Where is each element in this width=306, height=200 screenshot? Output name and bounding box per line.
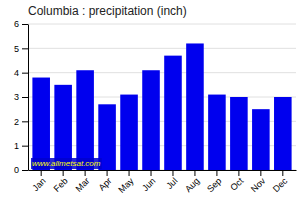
x-tick: Aug (183, 170, 201, 194)
bar (186, 43, 204, 170)
x-tick: Mar (74, 170, 92, 194)
bar (32, 78, 50, 170)
x-tick: Jun (140, 170, 157, 193)
y-tick-mark (22, 73, 28, 74)
x-tick: Dec (271, 170, 290, 194)
grid-line (28, 48, 296, 49)
y-tick-label: 3 (14, 92, 19, 102)
bar (274, 97, 292, 170)
x-tick-label: Nov (249, 175, 268, 194)
grid (28, 24, 296, 170)
x-tick-label: Sep (205, 176, 223, 194)
chart-svg: Jan FebMar AprMay Jun Jul AugSep OctNovDec 0 1 2 3… (0, 0, 306, 200)
x-tick-label: Jan (30, 176, 47, 193)
grid-line (28, 72, 296, 73)
y-tick-label: 4 (14, 68, 19, 78)
title: Columbia : precipitation (inch) (28, 4, 187, 18)
x-tick-label: Apr (97, 176, 114, 193)
x-tick-mark (216, 170, 217, 176)
bar (252, 109, 270, 170)
chart-container: Jan FebMar AprMay Jun Jul AugSep OctNovDec 0 1 2 3… (0, 0, 306, 200)
x-tick-mark (194, 170, 195, 176)
y-tick-mark (22, 48, 28, 49)
y-tick: 0 (14, 165, 28, 175)
bar (54, 85, 72, 170)
y-tick: 5 (14, 44, 28, 54)
x-tick-mark (107, 170, 108, 176)
y-tick-mark (22, 97, 28, 98)
y-tick-mark (22, 170, 28, 171)
y-tick: 4 (14, 68, 28, 78)
y-tick-label: 2 (14, 117, 19, 127)
y-tick-label: 5 (14, 44, 19, 54)
x-tick-label: Feb (52, 176, 70, 194)
x-tick-label: Dec (271, 175, 290, 194)
x-tick: Oct (228, 170, 245, 193)
x-tick: Jul (164, 170, 179, 191)
x-tick-label: Mar (74, 176, 92, 194)
y-axis-line (28, 25, 29, 171)
y-tick-mark (22, 24, 28, 25)
bar (142, 70, 160, 170)
watermark-bg (31, 158, 102, 169)
x-tick-mark (260, 170, 261, 176)
y-tick-label: 1 (14, 141, 19, 151)
y-tick-label: 0 (14, 165, 19, 175)
x-tick-label: Jun (140, 176, 157, 193)
bar (120, 95, 138, 170)
x-tick: Sep (205, 170, 223, 194)
bar (164, 56, 182, 170)
y-axis: 0 1 2 3 4 5 6 (14, 19, 29, 175)
x-tick-mark (63, 170, 64, 176)
x-tick-mark (238, 170, 239, 176)
y-tick: 2 (14, 117, 28, 127)
x-tick: Apr (97, 170, 114, 193)
x-tick-mark (172, 170, 173, 176)
x-tick-mark (282, 170, 283, 176)
x-tick-mark (41, 170, 42, 176)
y-tick-label: 6 (14, 19, 19, 29)
watermark: www.allmetsat.com (31, 158, 102, 169)
y-tick: 3 (14, 92, 28, 102)
bar (230, 97, 248, 170)
y-tick-mark (22, 121, 28, 122)
plot-area: Jan FebMar AprMay Jun Jul AugSep OctNovDec 0 1 2 3… (14, 19, 297, 195)
y-tick: 6 (14, 19, 28, 29)
bar (208, 95, 226, 170)
x-tick: May (116, 170, 135, 195)
x-tick: Jan (30, 170, 47, 193)
x-tick-label: Oct (228, 175, 245, 192)
x-tick-mark (85, 170, 86, 176)
x-tick-mark (129, 170, 130, 176)
x-tick-label: Jul (164, 176, 179, 191)
x-axis: Jan FebMar AprMay Jun Jul AugSep OctNovDec (29, 170, 297, 195)
bars (32, 43, 291, 170)
y-tick: 1 (14, 141, 28, 151)
y-tick-mark (22, 146, 28, 147)
x-tick-mark (151, 170, 152, 176)
grid-line (28, 24, 296, 25)
x-tick: Nov (249, 170, 268, 194)
watermark-text: www.allmetsat.com (32, 159, 101, 168)
bar (76, 70, 94, 170)
x-tick: Feb (52, 170, 70, 194)
x-tick-label: May (116, 175, 135, 194)
x-axis-line (29, 170, 297, 171)
x-tick-label: Aug (183, 176, 201, 194)
